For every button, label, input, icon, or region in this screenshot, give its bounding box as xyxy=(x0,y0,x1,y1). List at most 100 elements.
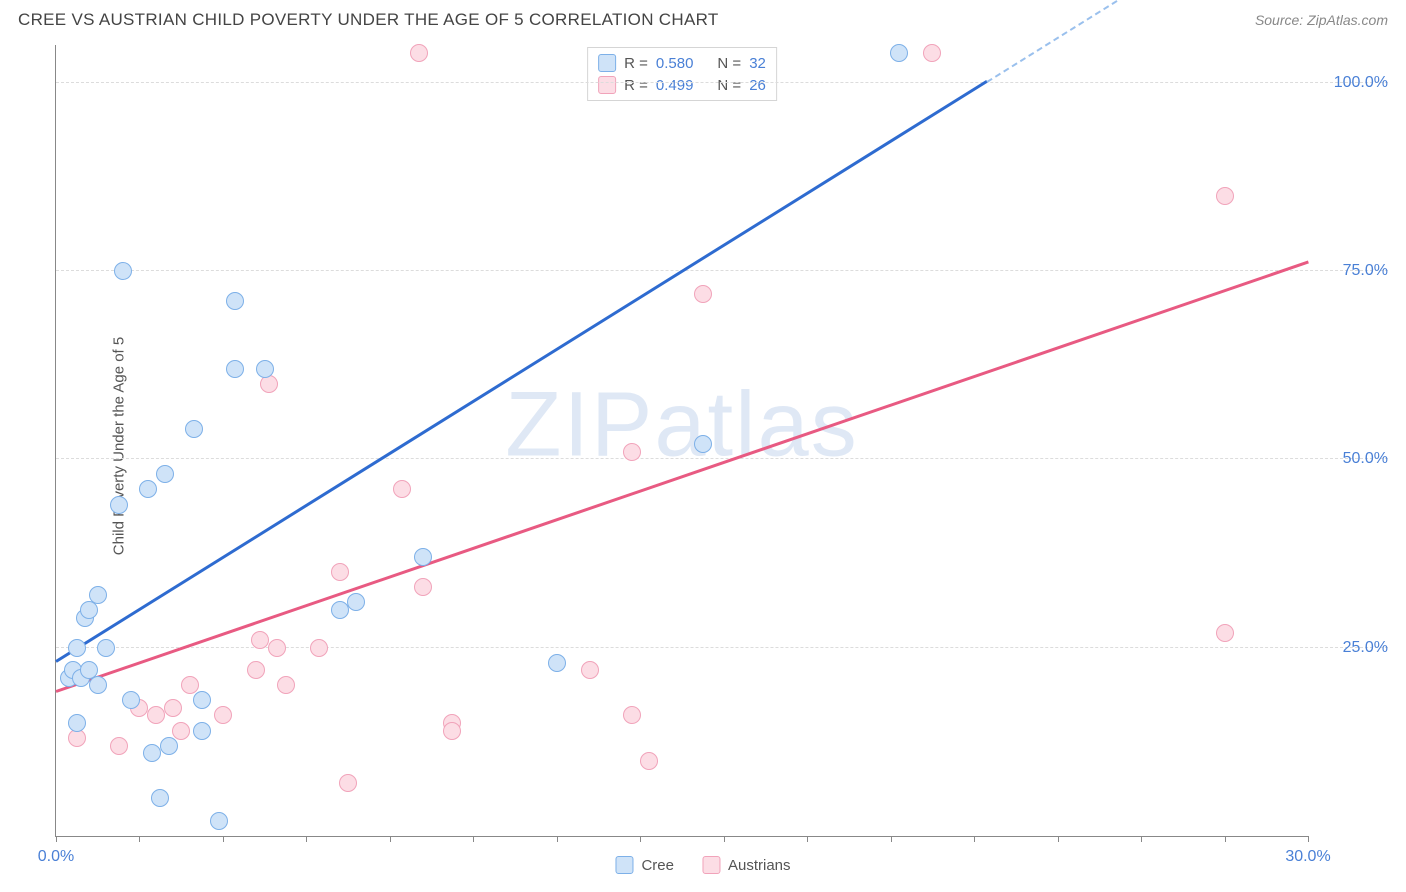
data-point-austrians xyxy=(1216,187,1234,205)
data-point-austrians xyxy=(147,706,165,724)
data-point-austrians xyxy=(310,639,328,657)
data-point-austrians xyxy=(623,706,641,724)
trend-line-austrians xyxy=(56,261,1309,693)
chart-title: CREE VS AUSTRIAN CHILD POVERTY UNDER THE… xyxy=(18,10,719,30)
data-point-austrians xyxy=(410,44,428,62)
data-point-austrians xyxy=(640,752,658,770)
data-point-cree xyxy=(414,548,432,566)
n-value-cree: 32 xyxy=(749,55,766,72)
data-point-cree xyxy=(68,639,86,657)
data-point-austrians xyxy=(247,661,265,679)
data-point-cree xyxy=(122,691,140,709)
grid-line xyxy=(56,270,1388,271)
x-tick xyxy=(473,836,474,842)
data-point-cree xyxy=(331,601,349,619)
data-point-cree xyxy=(139,480,157,498)
data-point-austrians xyxy=(164,699,182,717)
y-tick-label: 100.0% xyxy=(1318,74,1388,92)
r-value-cree: 0.580 xyxy=(656,55,694,72)
data-point-austrians xyxy=(581,661,599,679)
data-point-cree xyxy=(256,360,274,378)
data-point-austrians xyxy=(214,706,232,724)
grid-line xyxy=(56,82,1388,83)
data-point-cree xyxy=(68,714,86,732)
x-tick xyxy=(640,836,641,842)
legend-item-austrians: Austrians xyxy=(702,856,791,874)
data-point-cree xyxy=(347,593,365,611)
swatch-austrians-bottom xyxy=(702,856,720,874)
data-point-cree xyxy=(156,465,174,483)
swatch-cree-bottom xyxy=(615,856,633,874)
data-point-austrians xyxy=(414,578,432,596)
grid-line xyxy=(56,458,1388,459)
source-prefix: Source: xyxy=(1255,12,1307,28)
x-tick xyxy=(974,836,975,842)
data-point-cree xyxy=(226,292,244,310)
stats-row-austrians: R = 0.499 N = 26 xyxy=(598,74,766,96)
data-point-cree xyxy=(210,812,228,830)
n-label: N = xyxy=(717,55,741,72)
data-point-austrians xyxy=(110,737,128,755)
x-tick xyxy=(891,836,892,842)
swatch-cree xyxy=(598,54,616,72)
data-point-cree xyxy=(226,360,244,378)
trend-line-cree xyxy=(55,80,987,663)
x-tick xyxy=(56,836,57,842)
data-point-austrians xyxy=(181,676,199,694)
data-point-austrians xyxy=(1216,624,1234,642)
n-label: N = xyxy=(717,77,741,94)
watermark: ZIPatlas xyxy=(505,372,858,477)
data-point-austrians xyxy=(623,443,641,461)
data-point-cree xyxy=(110,496,128,514)
data-point-austrians xyxy=(339,774,357,792)
y-tick-label: 75.0% xyxy=(1318,262,1388,280)
y-tick-label: 25.0% xyxy=(1318,639,1388,657)
data-point-cree xyxy=(548,654,566,672)
data-point-cree xyxy=(89,586,107,604)
data-point-austrians xyxy=(172,722,190,740)
stats-row-cree: R = 0.580 N = 32 xyxy=(598,52,766,74)
data-point-cree xyxy=(890,44,908,62)
x-tick xyxy=(139,836,140,842)
data-point-austrians xyxy=(393,480,411,498)
data-point-cree xyxy=(193,722,211,740)
source-name: ZipAtlas.com xyxy=(1307,12,1388,28)
swatch-austrians xyxy=(598,76,616,94)
x-tick xyxy=(1058,836,1059,842)
r-value-austrians: 0.499 xyxy=(656,77,694,94)
x-tick xyxy=(306,836,307,842)
data-point-cree xyxy=(151,789,169,807)
n-value-austrians: 26 xyxy=(749,77,766,94)
data-point-austrians xyxy=(277,676,295,694)
data-point-cree xyxy=(114,262,132,280)
data-point-cree xyxy=(89,676,107,694)
data-point-austrians xyxy=(923,44,941,62)
x-tick xyxy=(390,836,391,842)
legend-label-austrians: Austrians xyxy=(728,857,791,874)
source-label: Source: ZipAtlas.com xyxy=(1255,12,1388,28)
data-point-cree xyxy=(694,435,712,453)
y-tick-label: 50.0% xyxy=(1318,450,1388,468)
x-tick-label: 30.0% xyxy=(1285,848,1330,866)
data-point-cree xyxy=(143,744,161,762)
data-point-cree xyxy=(97,639,115,657)
data-point-austrians xyxy=(331,563,349,581)
x-tick xyxy=(1141,836,1142,842)
r-label: R = xyxy=(624,55,648,72)
bottom-legend: Cree Austrians xyxy=(615,856,790,874)
legend-label-cree: Cree xyxy=(641,857,674,874)
data-point-austrians xyxy=(694,285,712,303)
x-tick xyxy=(1225,836,1226,842)
data-point-cree xyxy=(160,737,178,755)
x-tick-label: 0.0% xyxy=(38,848,74,866)
x-tick xyxy=(724,836,725,842)
r-label: R = xyxy=(624,77,648,94)
chart-plot-area: ZIPatlas R = 0.580 N = 32 R = 0.499 N = … xyxy=(55,45,1308,837)
data-point-cree xyxy=(185,420,203,438)
x-tick xyxy=(223,836,224,842)
x-tick xyxy=(807,836,808,842)
data-point-austrians xyxy=(251,631,269,649)
data-point-austrians xyxy=(443,722,461,740)
x-tick xyxy=(1308,836,1309,842)
stats-legend: R = 0.580 N = 32 R = 0.499 N = 26 xyxy=(587,47,777,101)
